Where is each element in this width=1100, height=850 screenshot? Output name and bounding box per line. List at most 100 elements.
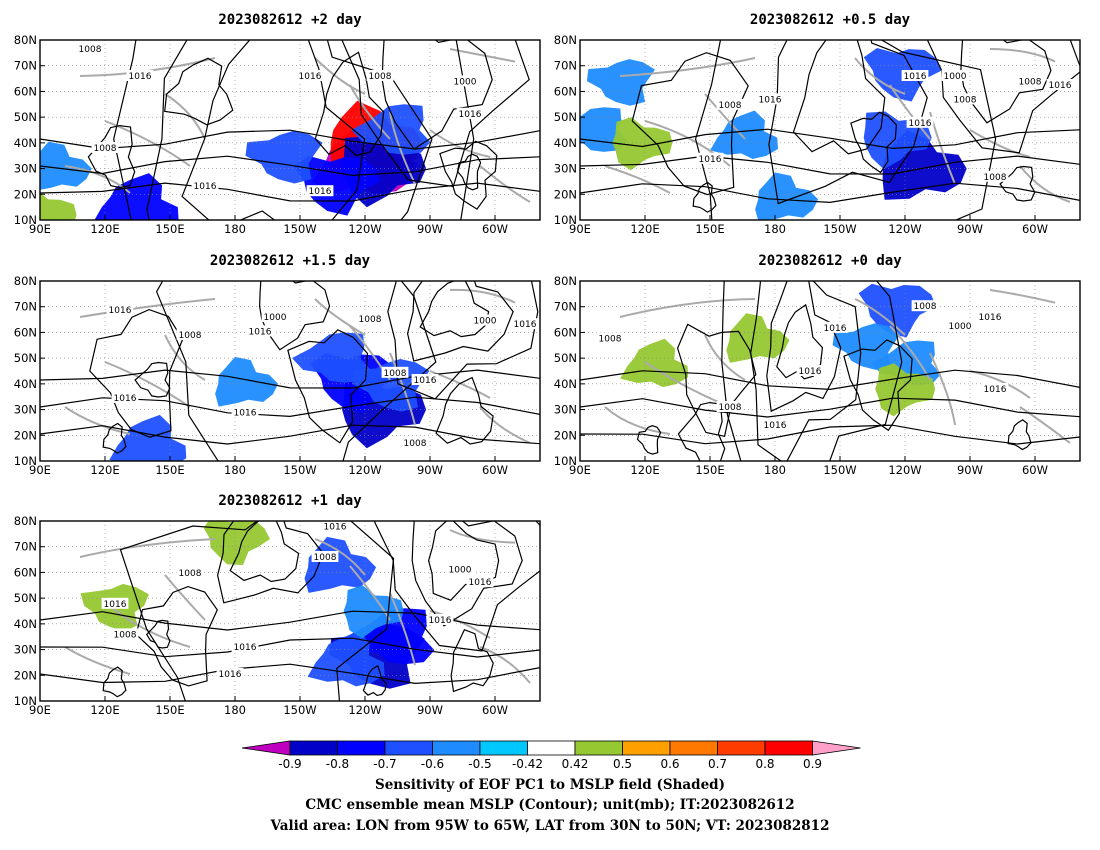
contour-label: 1016 [1049,81,1072,91]
y-tick-label: 20N [14,187,37,201]
coastline [64,406,131,435]
y-tick-label: 80N [554,33,577,47]
coastline [969,129,1031,158]
contour-label: 1016 [414,376,437,386]
isobar-contour [450,628,494,693]
contour-label-bg [296,70,324,81]
x-tick-label: 150W [823,463,856,477]
contour-label-bg [466,576,494,588]
y-tick-label: 80N [14,33,37,47]
contour-label: 1016 [194,182,217,192]
panel-title: 2023082612 +1.5 day [210,253,371,269]
isobar-contour [387,281,539,400]
x-tick-label: 120E [630,222,659,236]
x-tick-label: 90E [569,222,591,236]
colorbar-box [289,740,338,756]
contour-label-bg [366,70,394,81]
x-tick-label: 120E [90,703,119,717]
y-tick-label: 20N [14,428,37,442]
contour-label-bg [216,668,244,679]
x-tick-label: 150E [155,703,184,717]
contour-label: 1008 [954,95,977,105]
isobar-contour [580,128,1080,150]
contour-label-bg [451,75,479,87]
isobar-contour [776,303,824,380]
contour-label: 1008 [314,553,337,563]
coastline [314,538,366,576]
isobar-contour [314,51,385,157]
panel-title: 2023082612 +1 day [218,493,362,509]
isobar-contour [580,182,1080,204]
colorbar-tick-label: 0.7 [708,757,727,771]
coastline [619,57,756,77]
shaded-region [620,338,689,388]
coastline [389,111,416,185]
contour-label: 1016 [799,367,822,377]
coastline [79,298,216,318]
isobar-contour [145,619,171,649]
x-tick-label: 60W [482,703,508,717]
y-tick-label: 60N [14,565,37,579]
contour-label-bg [426,614,454,625]
x-tick-label: 60W [1022,463,1048,477]
colorbar: -0.9 -0.8 -0.7 -0.6 -0.5 -0.42 0.42 0.5 0.6 0.7 0.… [241,740,861,771]
coastline [79,538,216,558]
contour-label-bg [111,392,139,403]
shaded-region [304,536,377,593]
coastline [479,406,531,444]
y-tick-label: 10N [554,213,577,227]
x-tick-label: 90W [957,463,983,477]
coastline [604,165,671,194]
x-tick-label: 60W [1022,222,1048,236]
contour-label-bg [901,70,929,81]
y-tick-label: 10N [14,454,37,468]
contour-label-bg [941,70,969,81]
isobar-contour [164,57,234,126]
coastline [704,93,746,140]
x-tick-label: 120E [90,222,119,236]
contour-label-bg [91,142,119,153]
colorbar-box [432,740,481,756]
contour-label-bg [446,563,474,575]
x-tick-label: 180 [224,222,246,236]
colorbar-tick-label: 0.9 [803,757,822,771]
y-tick-label: 10N [554,454,577,468]
isobar-contour [580,424,1080,445]
coastline [619,298,756,318]
y-tick-label: 40N [14,136,37,150]
contour-label-bg [76,43,104,54]
isobar-contour [843,339,913,432]
y-tick-label: 40N [554,136,577,150]
map-panel-1: 2023082612 +2 day 1008 1016 1016 1008 1000 101… [14,12,541,236]
contour-label: 1016 [984,385,1007,395]
contour-label-bg [456,107,484,119]
coastline [479,646,531,684]
coastline [349,84,391,140]
colorbar-tick-label: 0.6 [660,757,679,771]
contour-label: 1008 [359,315,382,325]
contour-label-bg [381,366,409,378]
plot-frame [39,39,541,221]
contour-label: 1016 [699,155,722,165]
plot-frame [579,280,1081,462]
y-tick-label: 50N [14,591,37,605]
y-tick-label: 60N [14,84,37,98]
contour-label: 1016 [114,394,137,404]
y-tick-label: 60N [14,325,37,339]
contour-label-bg [261,311,289,322]
isobar-contour [229,521,300,583]
contour-label-bg [981,170,1009,182]
contour-label-bg [246,325,274,337]
x-tick-label: 90E [29,463,51,477]
contour-label-bg [761,419,789,430]
coastline [429,129,491,158]
isobar-contour [676,323,757,438]
x-tick-label: 180 [764,463,786,477]
coastline [314,298,366,336]
coastline [389,352,416,426]
contour-label-bg [796,365,824,376]
x-tick-label: 90E [29,703,51,717]
contour-label: 1008 [719,403,742,413]
coastline [854,57,906,95]
contour-label-bg [111,628,139,640]
